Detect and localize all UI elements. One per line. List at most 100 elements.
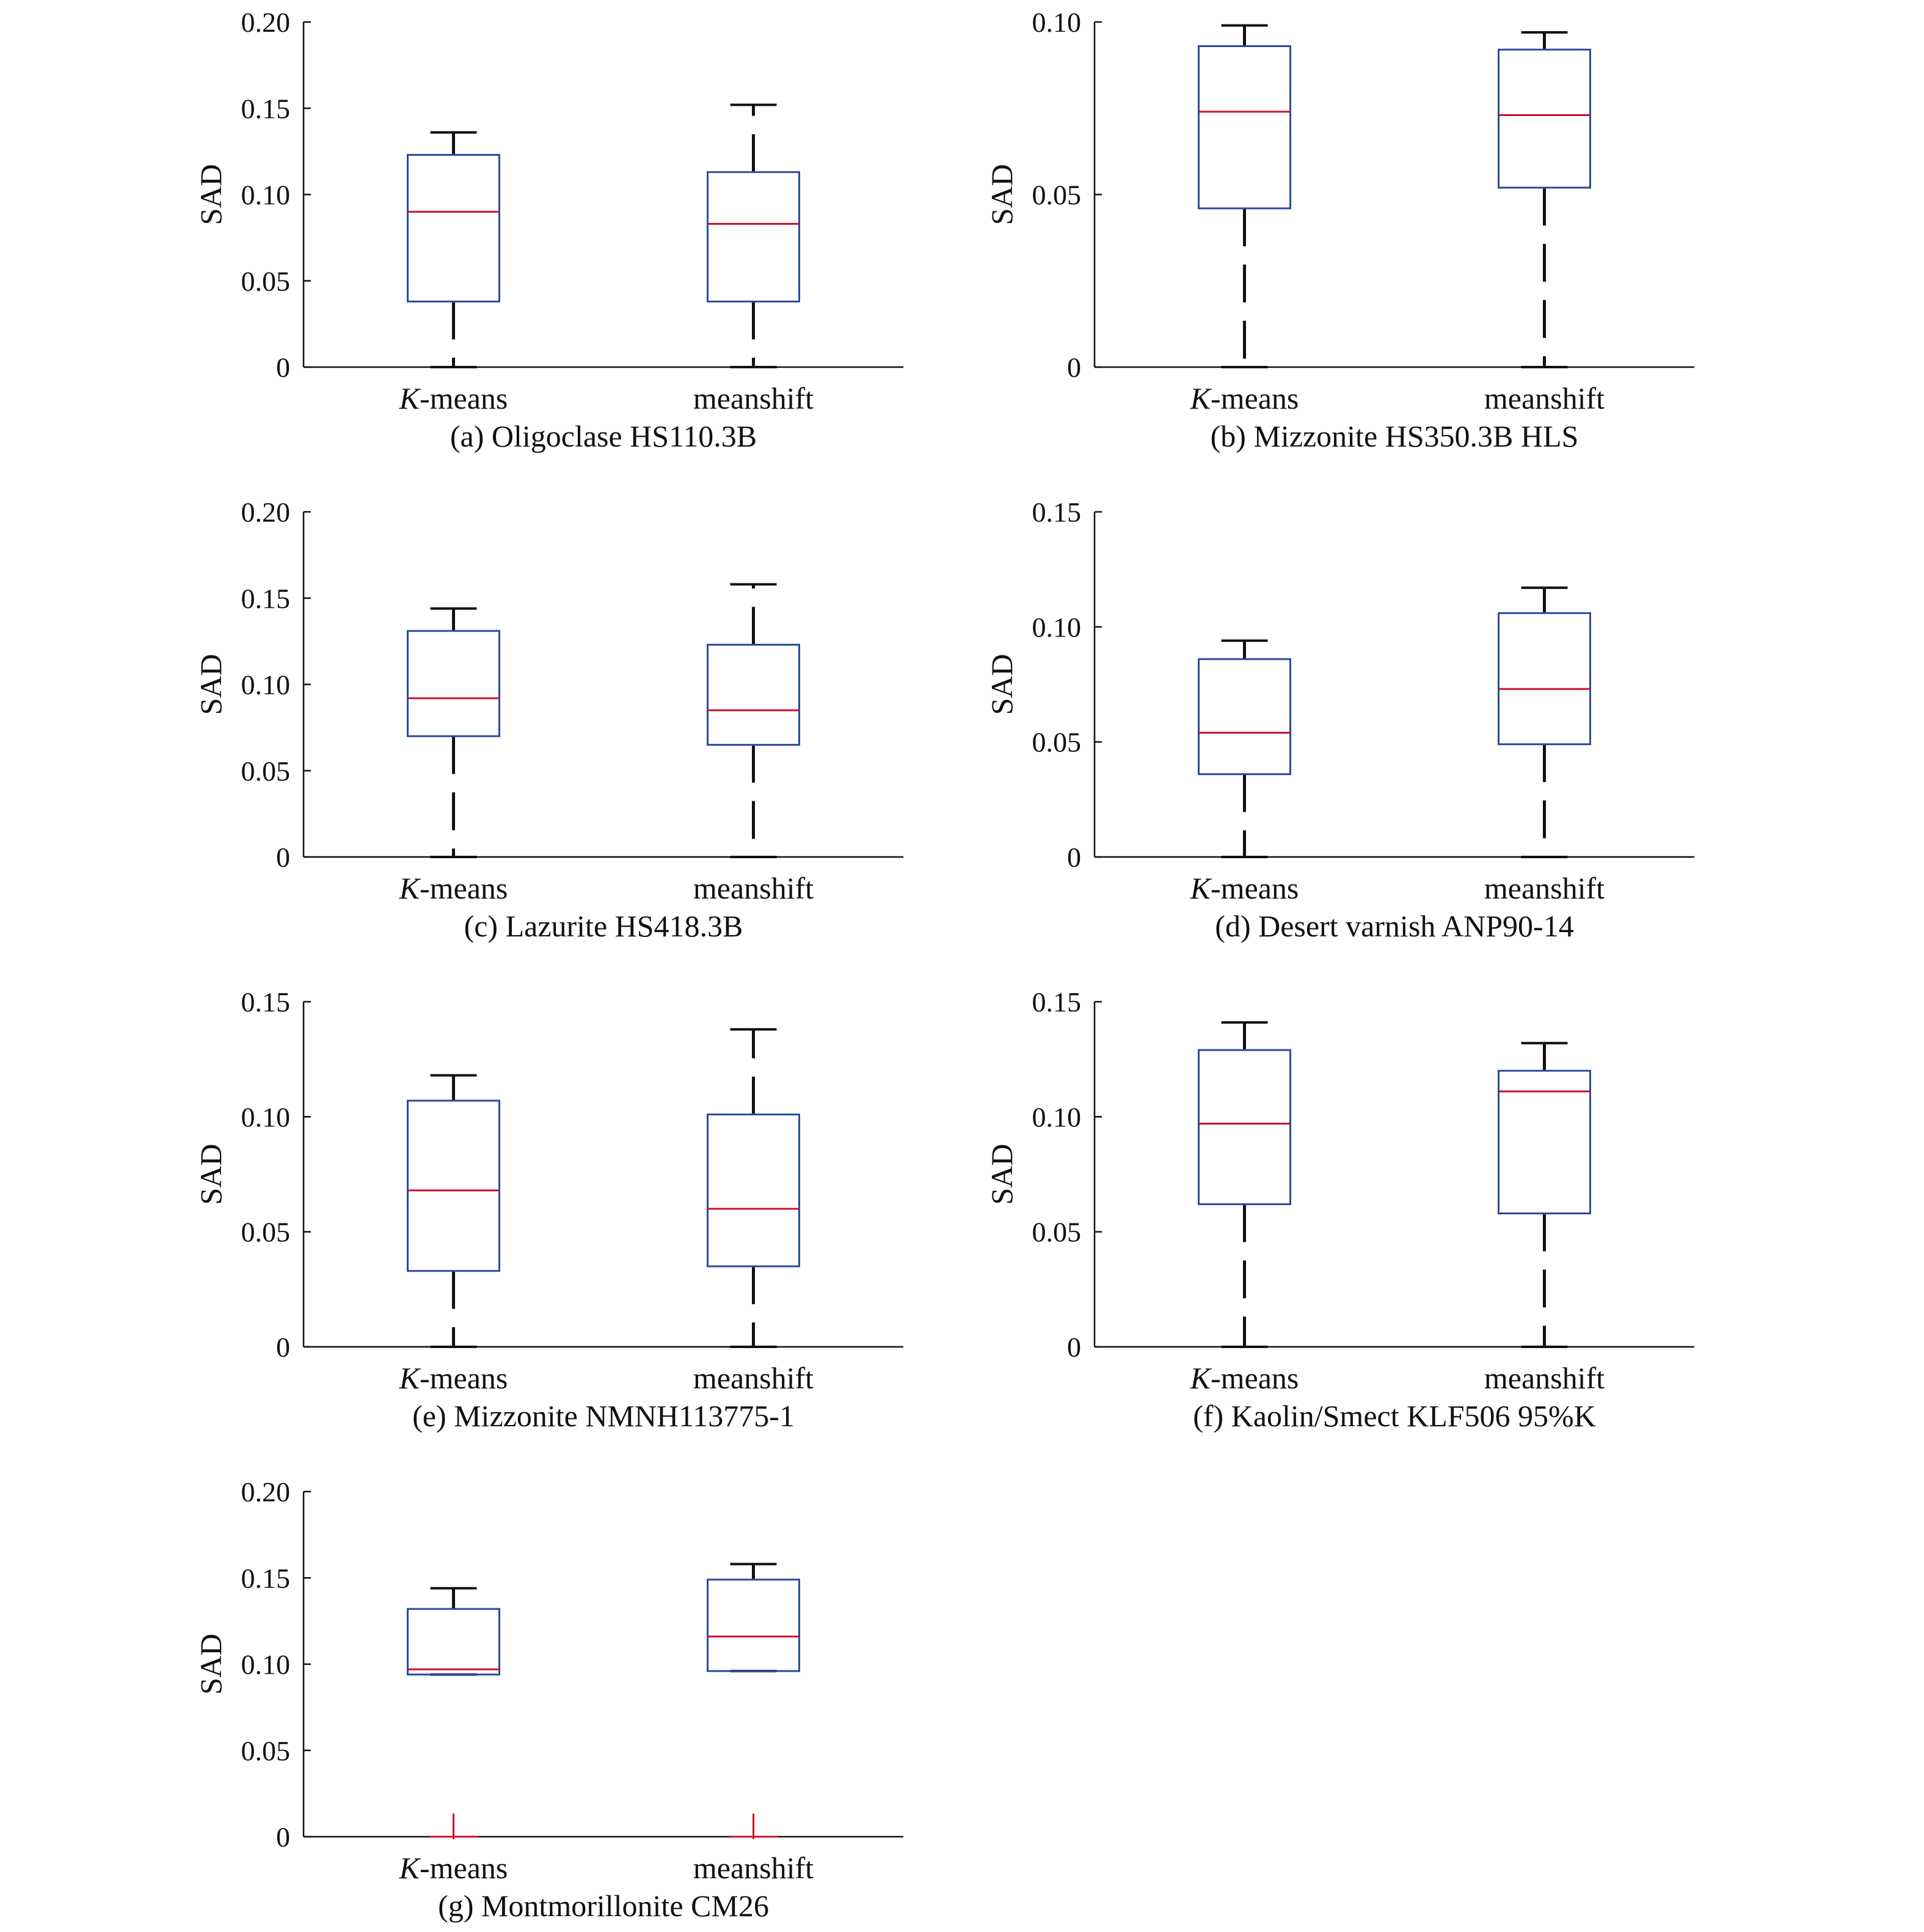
- y-tick-label: 0.05: [1032, 727, 1082, 758]
- y-tick-label: 0: [276, 1332, 290, 1363]
- y-tick-label: 0.15: [1032, 986, 1082, 1018]
- x-tick-label-text: meanshift: [1484, 381, 1605, 415]
- y-tick-label: 0.20: [241, 1476, 291, 1507]
- x-tick-label: K-means: [399, 871, 508, 905]
- panel-f: 0 0.05 0.10 0.15 SAD K-means meanshift (f) Kaol…: [985, 986, 1694, 1433]
- x-tick-label-italic: K: [399, 381, 421, 415]
- y-axis-label: SAD: [985, 654, 1019, 715]
- x-tick-label-italic: K: [1190, 381, 1212, 415]
- iqr-box: [407, 154, 500, 303]
- y-tick-label: 0: [276, 1821, 290, 1853]
- x-tick-label-text: -means: [420, 381, 508, 415]
- x-tick-label-italic: K: [1190, 871, 1212, 905]
- x-tick-label: meanshift: [693, 871, 814, 905]
- panel-a: 0 0.05 0.10 0.15 0.20 SAD K-means meanshift (a) …: [194, 7, 903, 453]
- y-tick-label: 0.20: [241, 497, 291, 528]
- x-tick-label: meanshift: [693, 1361, 814, 1395]
- box-kmeans: [407, 131, 500, 368]
- y-axis-label: SAD: [194, 164, 228, 225]
- x-tick-label: meanshift: [1484, 871, 1605, 905]
- panel-caption: (f) Kaolin/Smect KLF506 95%K: [1193, 1399, 1596, 1433]
- x-tick-label-italic: K: [1190, 1361, 1212, 1395]
- box-meanshift: [707, 103, 800, 368]
- y-tick-label: 0.05: [241, 1217, 291, 1248]
- box-meanshift: [1498, 586, 1591, 858]
- x-tick-label-italic: K: [399, 871, 421, 905]
- iqr-box: [1198, 658, 1291, 775]
- x-tick-label: meanshift: [1484, 381, 1605, 415]
- iqr-box: [1198, 45, 1291, 210]
- panel-caption: (d) Desert varnish ANP90-14: [1215, 909, 1573, 943]
- x-tick-label: meanshift: [1484, 1361, 1605, 1395]
- y-tick-label: 0.10: [241, 180, 291, 211]
- x-tick-label: K-means: [1190, 381, 1299, 415]
- iqr-box: [707, 1578, 800, 1672]
- box-meanshift: [707, 1562, 800, 1839]
- x-tick-label: K-means: [1190, 1361, 1299, 1395]
- x-tick-label: K-means: [399, 381, 508, 415]
- y-tick-label: 0.10: [1032, 7, 1082, 38]
- x-tick-label-italic: K: [399, 1361, 421, 1395]
- panel-caption: (e) Mizzonite NMNH113775-1: [412, 1399, 795, 1433]
- y-tick-label: 0.05: [1032, 180, 1082, 211]
- x-tick-label-text: meanshift: [1484, 1361, 1605, 1395]
- y-tick-label: 0.05: [241, 1735, 291, 1766]
- y-tick-label: 0.20: [241, 7, 291, 38]
- y-axis-label: SAD: [194, 654, 228, 715]
- x-tick-label-text: -means: [1211, 871, 1299, 905]
- y-tick-label: 0.10: [1032, 1101, 1082, 1132]
- iqr-box: [1498, 1070, 1591, 1215]
- box-kmeans: [1198, 1021, 1291, 1348]
- y-axis-label: SAD: [194, 1633, 228, 1694]
- x-tick-label-text: -means: [420, 1851, 508, 1885]
- panel-caption: (g) Montmorillonite CM26: [438, 1889, 769, 1923]
- y-tick-label: 0.10: [241, 1649, 291, 1680]
- box-kmeans: [407, 607, 500, 858]
- y-tick-label: 0.15: [241, 93, 291, 124]
- y-tick-label: 0.15: [241, 583, 291, 614]
- iqr-box: [407, 1608, 500, 1675]
- y-tick-label: 0.10: [241, 1101, 291, 1132]
- y-tick-label: 0.15: [241, 986, 291, 1018]
- x-tick-label-text: -means: [1211, 1361, 1299, 1395]
- y-tick-label: 0: [1067, 1332, 1081, 1363]
- box-meanshift: [1498, 1041, 1591, 1348]
- x-tick-label-text: meanshift: [693, 1361, 814, 1395]
- iqr-box: [707, 1114, 800, 1267]
- x-tick-label: K-means: [399, 1851, 508, 1885]
- y-tick-label: 0: [276, 842, 290, 873]
- x-tick-label-text: meanshift: [1484, 871, 1605, 905]
- x-tick-label-text: meanshift: [693, 871, 814, 905]
- iqr-box: [1498, 612, 1591, 745]
- x-tick-label-text: -means: [420, 1361, 508, 1395]
- y-tick-label: 0.05: [1032, 1217, 1082, 1248]
- iqr-box: [707, 171, 800, 303]
- box-kmeans: [407, 1587, 500, 1839]
- x-tick-label-italic: K: [399, 1851, 421, 1885]
- x-tick-label: meanshift: [693, 1851, 814, 1885]
- y-tick-label: 0.05: [241, 266, 291, 297]
- x-tick-label-text: -means: [420, 871, 508, 905]
- y-tick-label: 0: [1067, 842, 1081, 873]
- box-kmeans: [1198, 639, 1291, 858]
- x-tick-label-text: meanshift: [693, 381, 814, 415]
- y-tick-label: 0.15: [241, 1562, 291, 1594]
- y-tick-label: 0: [276, 352, 290, 383]
- iqr-box: [707, 644, 800, 746]
- iqr-box: [407, 630, 500, 737]
- y-tick-label: 0.05: [241, 756, 291, 787]
- x-tick-label: K-means: [1190, 871, 1299, 905]
- outlier-marker: [429, 1814, 478, 1839]
- x-tick-label: meanshift: [693, 381, 814, 415]
- iqr-box: [1498, 48, 1591, 189]
- y-tick-label: 0: [1067, 352, 1081, 383]
- panel-caption: (a) Oligoclase HS110.3B: [450, 419, 757, 453]
- panel-d: 0 0.05 0.10 0.15 SAD K-means meanshift (d) Dese…: [985, 497, 1694, 943]
- panel-caption: (c) Lazurite HS418.3B: [464, 909, 743, 943]
- y-tick-label: 0.10: [241, 669, 291, 701]
- box-meanshift: [707, 583, 800, 858]
- y-tick-label: 0.10: [1032, 611, 1082, 643]
- iqr-box: [1198, 1049, 1291, 1205]
- y-axis-label: SAD: [194, 1143, 228, 1205]
